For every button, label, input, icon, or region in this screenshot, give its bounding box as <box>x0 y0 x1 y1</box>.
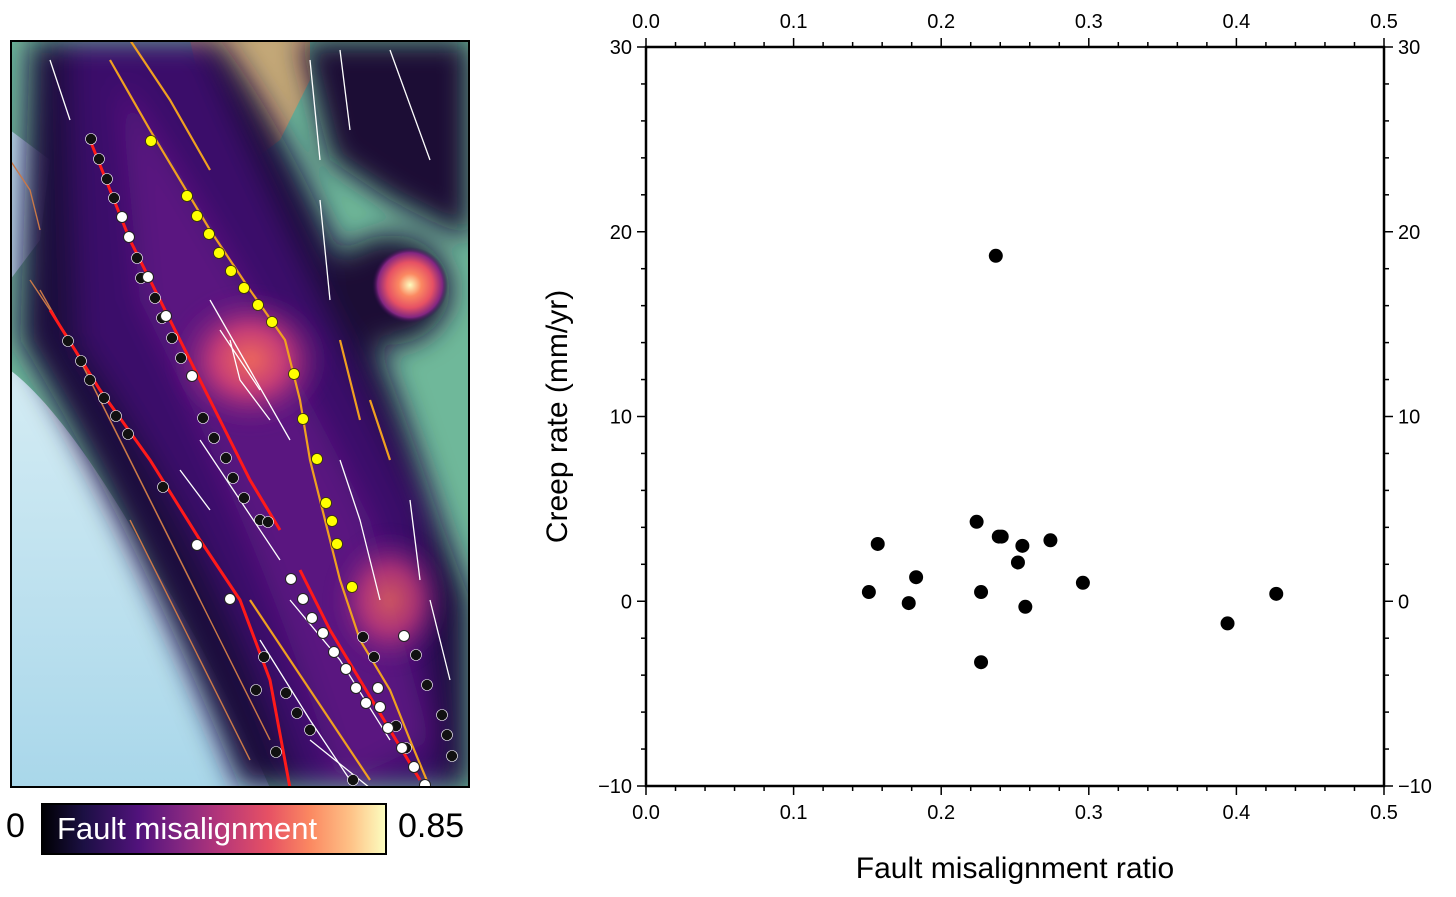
scatter-point <box>1043 533 1058 548</box>
scatter-point <box>1075 575 1090 590</box>
scatter-points <box>861 248 1284 670</box>
x-tick-label-top: 0.1 <box>780 11 808 33</box>
colorbar-min-label: 0 <box>6 807 25 845</box>
scatter-point <box>1269 586 1284 601</box>
x-tick-label-top: 0.4 <box>1222 11 1250 33</box>
plot-frame <box>644 45 1386 788</box>
y-tick-label-right: 10 <box>1398 407 1420 429</box>
heat-hotspot-east <box>372 247 448 323</box>
scatter-point <box>870 536 885 551</box>
x-tick-label-top: 0.2 <box>927 11 955 33</box>
scatter-svg: 0.00.00.10.10.20.20.30.30.40.40.50.5−10−… <box>541 11 1432 885</box>
map-svg <box>10 40 470 788</box>
x-tick-label-bottom: 0.4 <box>1222 802 1250 824</box>
scatter-point <box>861 585 876 600</box>
colorbar: 0 Fault misalignment 0.85 <box>0 795 480 865</box>
fault-markers <box>62 133 458 788</box>
colorbar-gradient: Fault misalignment <box>41 803 387 855</box>
colorbar-title: Fault misalignment <box>57 811 318 846</box>
scatter-point <box>988 248 1003 263</box>
y-tick-label-right: 0 <box>1398 591 1409 613</box>
axis-tick-labels: 0.00.00.10.10.20.20.30.30.40.40.50.5−10−… <box>598 11 1432 824</box>
x-axis-title: Fault misalignment ratio <box>856 852 1174 885</box>
scatter-point <box>1220 616 1235 631</box>
heat-hotspot-center <box>170 290 330 430</box>
x-tick-label-bottom: 0.3 <box>1075 802 1103 824</box>
y-tick-label-left: −10 <box>598 776 632 798</box>
x-tick-label-top: 0.3 <box>1075 11 1103 33</box>
x-tick-label-bottom: 0.5 <box>1370 802 1398 824</box>
axis-ticks <box>637 38 1393 795</box>
y-tick-label-left: 20 <box>610 222 632 244</box>
black-markers <box>62 133 458 786</box>
map-frame <box>10 40 470 788</box>
minor-faults <box>49 49 451 788</box>
scatter-chart: 0.0 0.0 0.1 0.1 0.2 0.2 0.3 0.3 0.4 0.4 0.5 0.5 −10−… <box>520 0 1456 892</box>
y-tick-label-left: 0 <box>621 591 632 613</box>
x-tick-label-bottom: 0.1 <box>780 802 808 824</box>
y-tick-label-right: 20 <box>1398 222 1420 244</box>
white-markers <box>116 211 431 788</box>
y-axis-title: Creep rate (mm/yr) <box>541 290 574 543</box>
secondary-faults <box>109 40 432 788</box>
scatter-point <box>994 529 1009 544</box>
x-tick-label-top: 0.0 <box>632 11 660 33</box>
scatter-point <box>974 655 989 670</box>
y-tick-label-left: 10 <box>610 407 632 429</box>
scatter-point <box>1010 555 1025 570</box>
x-tick-label-top: 0.5 <box>1370 11 1398 33</box>
heat-hotspot-south <box>330 530 450 670</box>
scatter-point <box>909 570 924 585</box>
scatter-point <box>974 585 989 600</box>
scatter-point <box>1018 599 1033 614</box>
scatter-point <box>901 596 916 611</box>
x-tick-label-bottom: 0.0 <box>632 802 660 824</box>
y-tick-label-right: −10 <box>1398 776 1432 798</box>
colorbar-max-label: 0.85 <box>398 807 465 845</box>
fault-misalignment-map <box>10 40 470 788</box>
yellow-markers <box>145 135 358 593</box>
scatter-point <box>1015 538 1030 553</box>
y-tick-label-right: 30 <box>1398 37 1420 59</box>
x-tick-label-bottom: 0.2 <box>927 802 955 824</box>
y-tick-label-left: 30 <box>610 37 632 59</box>
scatter-point <box>969 514 984 529</box>
